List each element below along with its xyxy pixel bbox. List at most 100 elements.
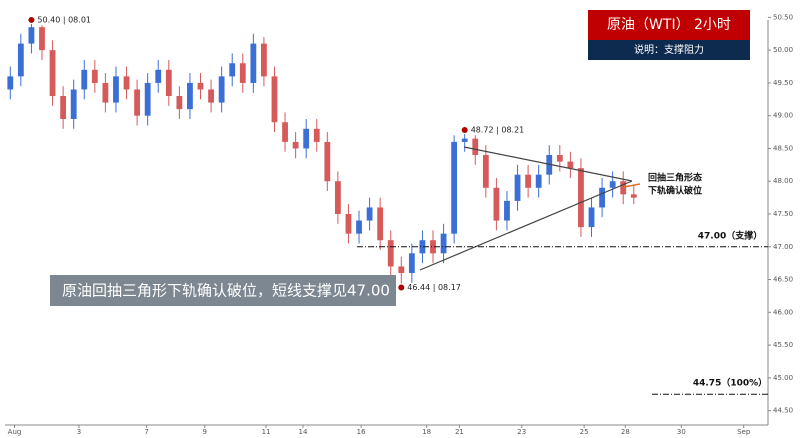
candle-body: [430, 240, 436, 254]
candle-body: [408, 253, 415, 273]
candle-body: [70, 89, 77, 119]
x-tick-label: 14: [299, 428, 308, 436]
extreme-label: 48.72 | 08.21: [471, 126, 525, 135]
x-tick-label: Aug: [8, 428, 22, 436]
candle-body: [493, 187, 500, 221]
candle-body: [113, 76, 119, 103]
candle-body: [472, 138, 479, 156]
candle-body: [123, 76, 130, 90]
candle-body: [556, 155, 563, 162]
candle-body: [387, 240, 394, 267]
y-tick-label: 46.50: [773, 276, 793, 284]
candle-body: [102, 82, 109, 103]
candle-body: [134, 89, 141, 116]
title-box: [588, 10, 750, 40]
extreme-dot: [398, 284, 405, 291]
x-tick-label: 3: [77, 428, 81, 436]
candle-body: [599, 187, 605, 208]
pattern-note: 下轨确认破位: [648, 185, 702, 197]
candle-body: [218, 76, 225, 103]
y-tick-label: 49.50: [773, 79, 793, 87]
candle-body: [609, 181, 616, 188]
candle-body: [81, 69, 88, 90]
extreme-dot: [461, 127, 468, 134]
y-tick-label: 47.00: [773, 243, 793, 251]
candle-body: [155, 69, 162, 83]
x-tick-label: 28: [621, 428, 630, 436]
candle-body: [525, 174, 532, 188]
candle-body: [313, 128, 320, 142]
candle-body: [451, 141, 458, 234]
x-tick-label: 30: [677, 428, 686, 436]
level-label: 44.75（100%）: [693, 378, 767, 389]
candles: [7, 23, 637, 284]
candle-body: [261, 43, 267, 77]
x-tick-label: 18: [422, 428, 431, 436]
candle-body: [17, 43, 24, 77]
y-tick-label: 47.50: [773, 210, 793, 218]
candle-body: [578, 168, 584, 228]
candle-body: [377, 207, 384, 241]
callout: 原油回抽三角形下轨确认破位，短线支撑见47.00: [62, 282, 390, 300]
candle-body: [28, 27, 35, 44]
candle-body: [229, 63, 236, 77]
annotations: 50.40 | 08.01 48.72 | 08.21 46.44 | 08.17 4…: [28, 15, 768, 395]
candle-body: [49, 50, 56, 97]
candle-body: [7, 76, 14, 90]
x-tick-label: 9: [202, 428, 206, 436]
x-tick-label: 25: [580, 428, 589, 436]
candle-body: [630, 194, 637, 198]
candle-body: [144, 82, 151, 116]
y-tick-label: 46.00: [773, 308, 793, 316]
candle-body: [567, 161, 574, 169]
candle-body: [282, 122, 288, 142]
candle-body: [197, 82, 204, 90]
candle-body: [165, 69, 172, 97]
candle-body: [504, 200, 510, 221]
candle-body: [292, 141, 299, 149]
candle-body: [324, 141, 331, 182]
candle-body: [514, 174, 521, 201]
pattern-note: 回抽三角形态: [648, 172, 702, 184]
triangle-upper: [463, 146, 633, 182]
candle-body: [366, 207, 373, 221]
candle-body: [91, 69, 98, 83]
candle-body: [398, 266, 405, 273]
subtitle: 说明：支撑阻力: [634, 43, 704, 56]
y-tick-label: 48.50: [773, 144, 793, 152]
subtitle-box: [588, 40, 750, 60]
candle-body: [620, 181, 627, 195]
level-label: 47.00（支撑）: [698, 229, 762, 241]
triangle-lower: [419, 180, 633, 271]
callout-box: [50, 275, 396, 306]
extreme-label: 50.40 | 08.01: [37, 15, 91, 24]
candle-body: [39, 27, 45, 51]
candle-body: [208, 89, 214, 103]
x-tick-label: 16: [357, 428, 366, 436]
extreme-label: 46.44 | 08.17: [407, 283, 461, 292]
y-tick-label: 50.50: [773, 13, 793, 21]
candle-body: [588, 207, 595, 228]
x-tick-label: 11: [262, 428, 271, 436]
ticks: 50.50 50.00 49.50 49.00 48.50 48.00 47.50 47.00…: [8, 13, 793, 436]
candle-body: [303, 128, 310, 149]
y-tick-label: 45.50: [773, 341, 793, 349]
candle-body: [345, 214, 352, 234]
candle-body: [419, 240, 426, 254]
x-tick-label: 21: [455, 428, 464, 436]
chart-title: 原油（WTI） 2小时: [607, 17, 731, 33]
candle-body: [440, 233, 447, 254]
x-tick-label: 23: [517, 428, 526, 436]
candle-body: [176, 96, 183, 110]
y-tick-label: 44.50: [773, 407, 793, 415]
candle-body: [356, 220, 362, 234]
candle-body: [482, 155, 489, 188]
y-tick-label: 48.00: [773, 177, 793, 185]
candle-body: [461, 138, 468, 142]
candle-body: [250, 43, 257, 83]
y-tick-label: 49.00: [773, 112, 793, 120]
x-tick-label: 7: [144, 428, 148, 436]
candle-body: [535, 174, 542, 188]
arrow: [623, 183, 641, 188]
